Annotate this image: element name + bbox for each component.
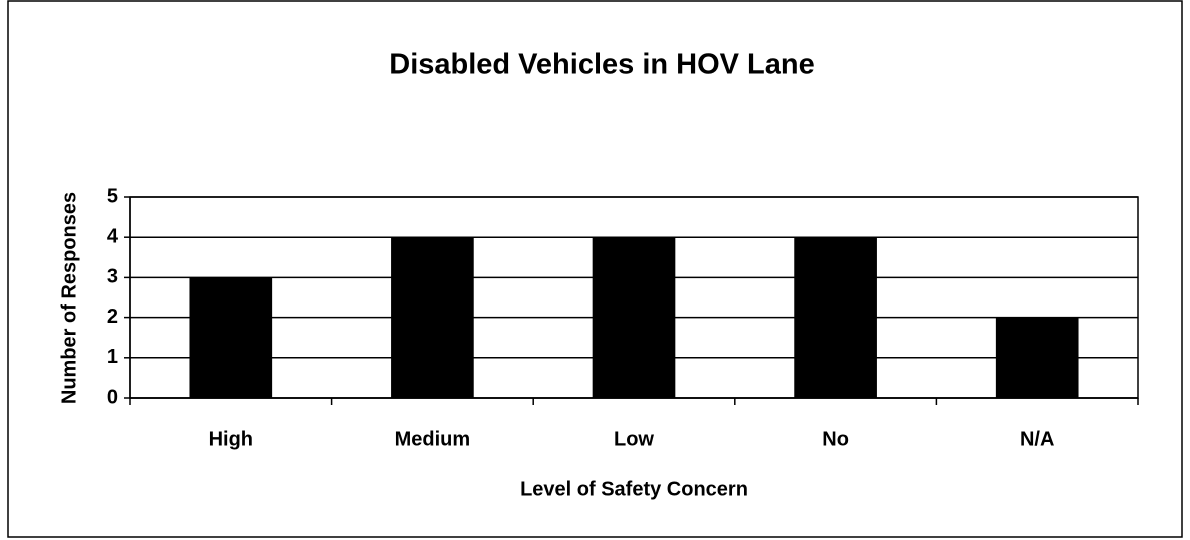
bar xyxy=(995,317,1079,398)
chart-title: Disabled Vehicles in HOV Lane xyxy=(389,49,814,81)
x-tick-label: Low xyxy=(614,428,654,450)
y-tick-label: 3 xyxy=(107,266,118,288)
bar xyxy=(391,237,474,398)
bar xyxy=(794,237,877,398)
x-tick-label: High xyxy=(209,428,253,450)
x-tick-label: No xyxy=(822,428,849,450)
y-tick-label: 0 xyxy=(107,386,118,408)
y-axis-label: Number of Responses xyxy=(58,192,80,404)
y-tick-label: 5 xyxy=(107,185,118,207)
y-tick-label: 4 xyxy=(107,225,119,247)
y-tick-label: 1 xyxy=(107,346,118,368)
x-tick-label: N/A xyxy=(1020,428,1054,450)
bar xyxy=(592,237,676,398)
bar xyxy=(189,277,273,398)
x-tick-label: Medium xyxy=(395,428,471,450)
x-axis-label: Level of Safety Concern xyxy=(520,478,748,500)
y-tick-label: 2 xyxy=(107,306,118,328)
